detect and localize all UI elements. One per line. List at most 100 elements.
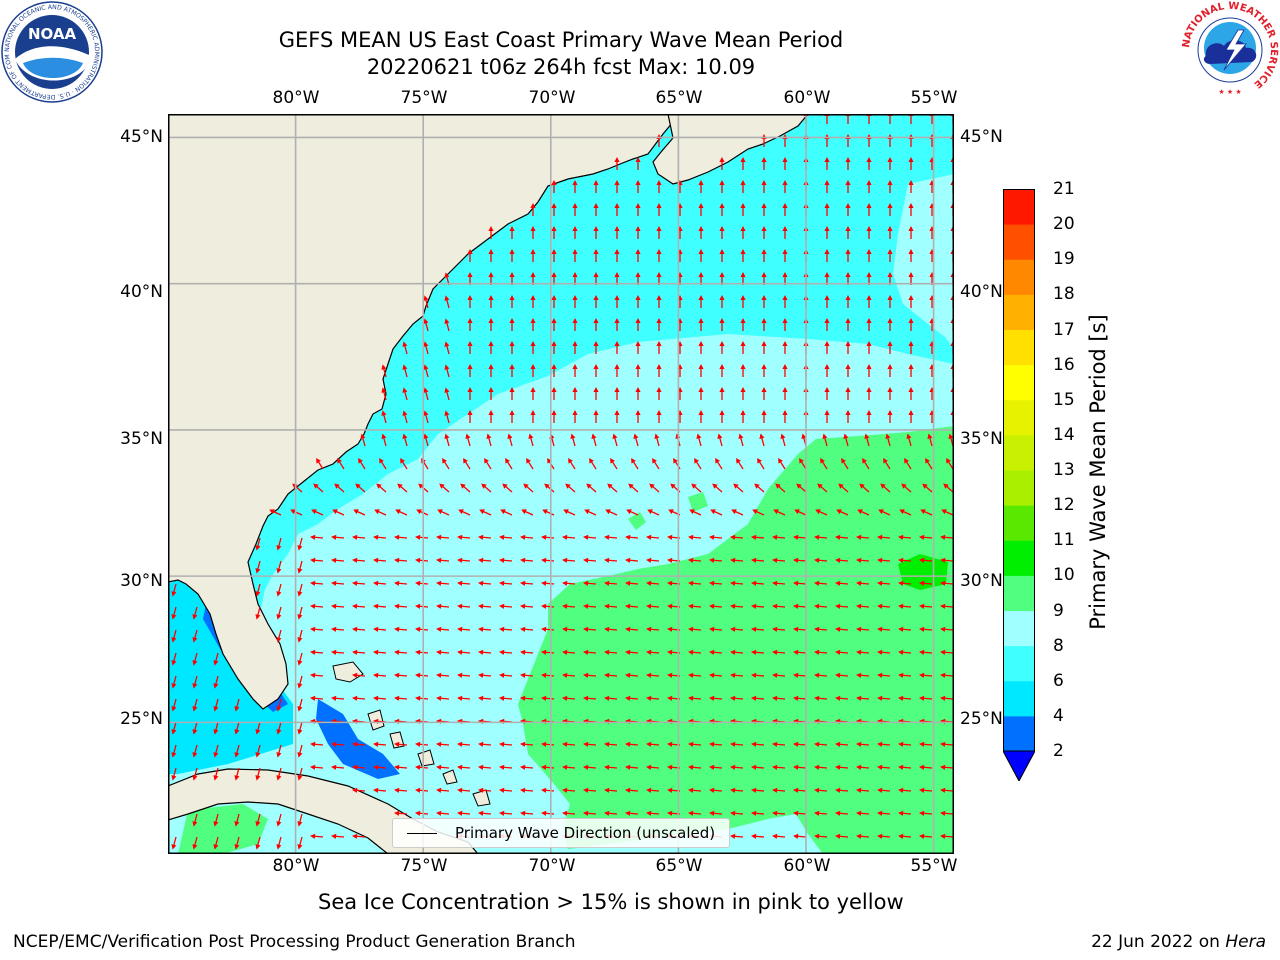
wave-direction-arrowhead [551,341,557,346]
wave-direction-arrowhead [856,764,862,770]
wave-direction-arrowhead [213,775,219,781]
wave-direction-arrowhead [234,821,240,827]
wave-direction-arrowhead [635,203,641,208]
wave-direction-arrowhead [373,787,379,793]
wave-direction-arrowhead [423,364,429,370]
wave-direction-arrowhead [866,157,872,162]
wave-direction-arrowhead [667,626,673,632]
wave-direction-arrowhead [415,534,421,540]
wave-direction-arrowhead [488,387,494,392]
wave-direction-arrowhead [436,534,442,540]
wave-direction-arrowhead [192,637,198,643]
svg-text:★ ★ ★: ★ ★ ★ [1218,88,1241,96]
wave-direction-arrowhead [509,295,515,300]
wave-direction-arrowhead [499,741,505,747]
wave-direction-arrowhead [311,509,317,515]
wave-direction-arrowhead [940,695,946,701]
wave-direction-arrowhead [255,775,261,781]
wave-direction-arrowhead [614,180,620,185]
wave-direction-arrowhead [457,695,463,701]
colorbar-segment [1003,575,1035,611]
wave-direction-arrowhead [635,295,641,300]
wave-direction-arrowhead [478,557,484,563]
graticule [168,114,954,854]
wave-direction-arrowhead [772,810,778,816]
colorbar-segment [1003,399,1035,436]
period-2-4-region [316,699,400,779]
wave-direction-arrowhead [415,695,421,701]
wave-direction-arrowhead [908,272,914,277]
wave-direction-arrowhead [332,509,338,515]
wave-direction-arrowhead [612,433,618,439]
wave-direction-arrowhead [530,249,536,254]
wave-direction-arrowhead [507,433,513,439]
wave-direction-arrowhead [530,410,536,415]
wave-direction-arrowhead [381,433,387,439]
wave-direction-arrowhead [337,458,342,464]
colorbar-segment [1003,189,1035,225]
wave-direction-arrowhead [670,483,676,489]
wave-direction-arrowhead [418,483,424,489]
wave-direction-arrowhead [562,787,568,793]
wave-direction-arrowhead [593,364,599,369]
wave-direction-arrowhead [541,672,547,678]
wave-direction-arrowhead [845,272,851,277]
wave-direction-arrowhead [415,603,421,609]
wave-direction-arrowhead [667,580,673,586]
wave-direction-arrowhead [772,580,778,586]
wave-direction-arrowhead [883,458,888,464]
lon-tick-top: 65°W [655,88,703,108]
wave-direction-arrowhead [709,580,715,586]
wave-direction-arrowhead [255,591,261,597]
wave-direction-arrowhead [523,483,529,489]
wave-direction-arrowhead [394,787,400,793]
colorbar-tick-label: 12 [1053,495,1075,516]
wave-direction-arrowhead [866,249,872,254]
wave-direction-arrowhead [887,318,893,323]
wave-direction-arrowhead [605,509,611,515]
wave-direction-arrowhead [656,387,662,392]
wave-direction-arrowhead [730,603,736,609]
lon-tick-top: 60°W [783,88,831,108]
wave-direction-arrowhead [738,433,744,439]
wave-direction-arrowhead [394,649,400,655]
noaa-logo: NATIONAL OCEANIC AND ATMOSPHERIC ADMINIS… [0,0,103,103]
wave-direction-arrowhead [814,649,820,655]
wave-direction-arrowhead [478,534,484,540]
wave-direction-arrowhead [908,387,914,392]
wave-direction-arrowhead [541,787,547,793]
wave-direction-arrowhead [719,410,725,415]
wave-direction-arrowhead [796,483,802,489]
wave-direction-arrowhead [276,545,282,551]
wave-direction-arrowhead [793,580,799,586]
wave-direction-arrowhead [824,410,830,415]
wave-direction-arrowhead [499,534,505,540]
wave-direction-arrowhead [887,157,893,162]
wave-direction-arrowhead [710,509,716,515]
wave-direction-arrowhead [898,672,904,678]
wave-direction-arrowhead [761,226,767,231]
wave-direction-arrowhead [436,557,442,563]
wave-direction-arrowhead [761,180,767,185]
wave-direction-arrowhead [625,741,631,747]
wave-direction-arrowhead [793,626,799,632]
wave-direction-arrowhead [698,272,704,277]
wave-direction-arrowhead [331,741,337,747]
colorbar-tick-label: 18 [1053,284,1075,305]
wave-direction-arrowhead [614,410,620,415]
wave-direction-arrowhead [814,810,820,816]
sea-ice-note: Sea Ice Concentration > 15% is shown in … [318,890,904,914]
wave-direction-arrowhead [625,557,631,563]
wave-direction-arrowhead [715,458,720,464]
wave-direction-arrowhead [562,764,568,770]
wave-direction-arrowhead [192,729,198,735]
wave-direction-arrowhead [541,649,547,655]
wave-direction-arrowhead [668,509,674,515]
wave-direction-arrowhead [667,695,673,701]
wave-direction-arrowhead [499,695,505,701]
wave-direction-arrowhead [276,844,282,850]
wave-direction-arrowhead [572,272,578,277]
wave-direction-arrowhead [467,410,473,415]
wave-direction-arrowhead [887,180,893,185]
wave-direction-arrowhead [688,672,694,678]
